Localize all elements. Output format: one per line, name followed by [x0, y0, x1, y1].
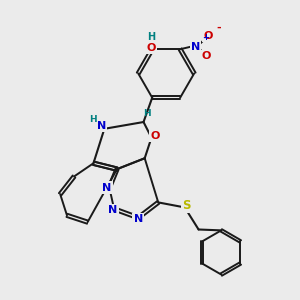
Text: O: O	[146, 43, 155, 53]
Text: H: H	[89, 115, 97, 124]
Text: O: O	[150, 131, 160, 141]
Text: N: N	[191, 42, 200, 52]
Text: H: H	[147, 32, 155, 42]
Text: -: -	[217, 23, 221, 33]
Text: O: O	[202, 51, 211, 61]
Text: H: H	[143, 109, 151, 118]
Text: S: S	[182, 199, 190, 212]
Text: +: +	[202, 33, 209, 42]
Text: N: N	[102, 183, 112, 193]
Text: N: N	[97, 121, 106, 131]
Text: O: O	[203, 31, 212, 41]
Text: N: N	[134, 214, 143, 224]
Text: N: N	[108, 206, 117, 215]
